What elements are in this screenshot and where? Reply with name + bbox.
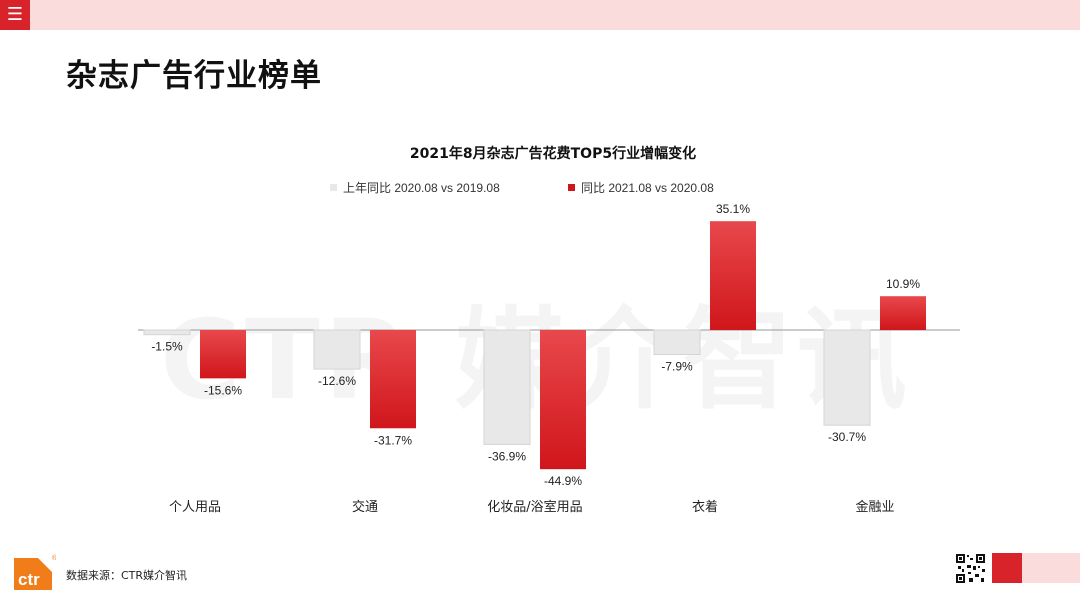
bar-0-4 xyxy=(823,329,871,426)
data-source: 数据来源：CTR媒介智讯 xyxy=(66,569,188,582)
bar-0-1 xyxy=(313,329,361,370)
data-label-1-0: -15.6% xyxy=(204,383,242,397)
data-label-1-4: 10.9% xyxy=(886,277,920,291)
data-label-0-1: -12.6% xyxy=(318,374,356,388)
footer-red-block xyxy=(992,553,1022,583)
category-label-3: 衣着 xyxy=(692,499,718,515)
bar-1-4 xyxy=(880,296,926,330)
ctr-logo: ctr ® xyxy=(14,554,56,590)
data-label-0-2: -36.9% xyxy=(488,449,526,463)
bar-1-3 xyxy=(710,221,756,330)
qr-code-icon xyxy=(955,553,986,584)
category-label-1: 交通 xyxy=(352,499,378,515)
legend-label-1: 同比 2021.08 vs 2020.08 xyxy=(581,181,714,195)
category-label-0: 个人用品 xyxy=(169,500,221,515)
logo-mark: ® xyxy=(52,554,56,562)
page-title: 杂志广告行业榜单 xyxy=(66,58,322,94)
footer-pink-block xyxy=(1022,553,1080,583)
chart-title: 2021年8月杂志广告花费TOP5行业增幅变化 xyxy=(410,145,696,162)
category-label-4: 金融业 xyxy=(855,499,894,515)
bar-0-3 xyxy=(653,329,701,355)
top-bar xyxy=(0,0,1080,30)
bar-1-2 xyxy=(540,330,586,470)
data-label-0-3: -7.9% xyxy=(661,359,693,373)
data-label-1-1: -31.7% xyxy=(374,433,412,447)
bar-1-1 xyxy=(370,330,416,429)
data-label-1-3: 35.1% xyxy=(716,202,750,216)
legend-label-0: 上年同比 2020.08 vs 2019.08 xyxy=(343,181,500,195)
bar-0-2 xyxy=(483,329,531,445)
bar-1-0 xyxy=(200,330,246,379)
menu-icon[interactable]: ☰ xyxy=(0,0,30,30)
data-label-0-4: -30.7% xyxy=(828,430,866,444)
legend-swatch-0 xyxy=(330,184,337,191)
watermark: CTR 媒介智讯 xyxy=(160,270,911,430)
data-label-1-2: -44.9% xyxy=(544,474,582,488)
bar-0-0 xyxy=(143,329,191,336)
legend-swatch-1 xyxy=(568,184,575,191)
data-label-0-0: -1.5% xyxy=(151,340,183,354)
logo-text: ctr xyxy=(18,570,40,589)
category-label-2: 化妆品/浴室用品 xyxy=(487,499,582,515)
